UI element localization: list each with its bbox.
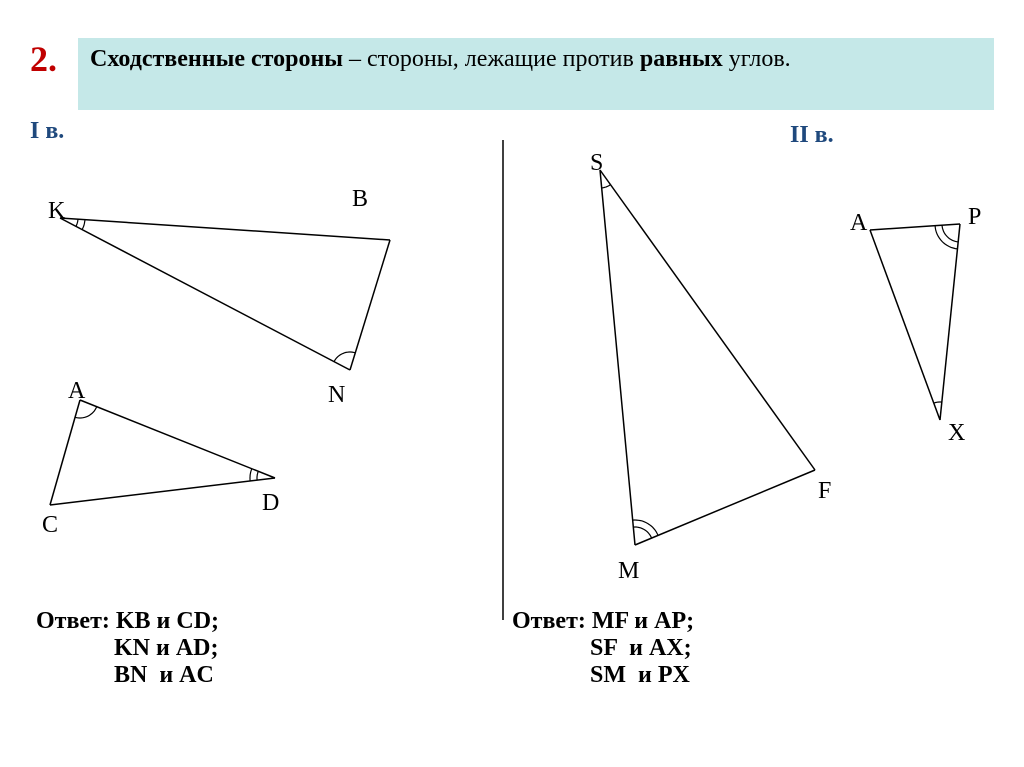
vertex-label-A: A — [850, 210, 867, 237]
answer-line: SF и AX; — [512, 635, 694, 662]
vertex-label-F: F — [818, 478, 831, 505]
answer-line: Ответ: KB и CD; — [36, 608, 219, 635]
answer-line: SM и PX — [512, 662, 694, 689]
vertex-label-C: C — [42, 512, 58, 539]
vertex-label-S: S — [590, 150, 603, 177]
answer-line: KN и AD; — [36, 635, 219, 662]
vertex-label-N: N — [328, 382, 345, 409]
vertex-label-A: A — [68, 378, 85, 405]
vertex-label-D: D — [262, 490, 279, 517]
vertex-label-K: K — [48, 198, 65, 225]
answer-2: Ответ: MF и AP; SF и AX; SM и PX — [512, 608, 694, 689]
vertex-label-P: P — [968, 204, 981, 231]
vertex-label-M: M — [618, 558, 639, 585]
answer-line: Ответ: MF и AP; — [512, 608, 694, 635]
answer-1: Ответ: KB и CD; KN и AD; BN и AC — [36, 608, 219, 689]
answer-line: BN и AC — [36, 662, 219, 689]
vertex-label-X: X — [948, 420, 965, 447]
vertex-label-B: B — [352, 186, 368, 213]
